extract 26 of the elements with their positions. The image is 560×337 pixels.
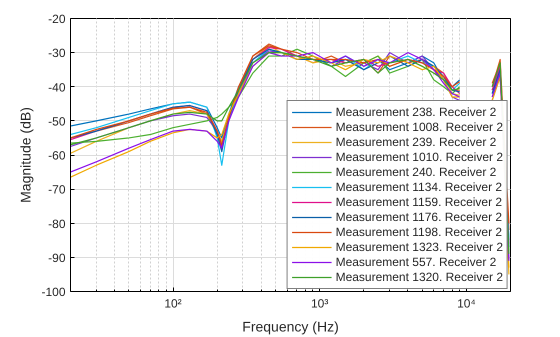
legend-label: Measurement 557. Receiver 2 bbox=[336, 255, 496, 269]
y-tick-label: -40 bbox=[48, 80, 66, 94]
y-tick-label: -50 bbox=[48, 114, 66, 128]
legend-label: Measurement 1323. Receiver 2 bbox=[336, 240, 503, 254]
y-tick-label: -60 bbox=[48, 148, 66, 162]
y-axis-title: Magnitude (dB) bbox=[17, 107, 34, 203]
legend-label: Measurement 239. Receiver 2 bbox=[336, 135, 496, 149]
x-tick-label: 10³ bbox=[311, 296, 328, 310]
y-tick-label: -30 bbox=[48, 46, 66, 60]
legend-label: Measurement 1176. Receiver 2 bbox=[336, 210, 502, 224]
y-tick-label: -70 bbox=[48, 182, 66, 197]
legend-label: Measurement 1010. Receiver 2 bbox=[336, 150, 503, 164]
y-tick-label: -100 bbox=[41, 285, 66, 299]
legend-label: Measurement 238. Receiver 2 bbox=[336, 105, 496, 119]
y-tick-label: -20 bbox=[48, 12, 66, 26]
legend-label: Measurement 1008. Receiver 2 bbox=[336, 120, 503, 134]
legend-label: Measurement 1159. Receiver 2 bbox=[336, 195, 502, 209]
legend-label: Measurement 1198. Receiver 2 bbox=[336, 225, 502, 239]
legend-label: Measurement 1134. Receiver 2 bbox=[336, 180, 502, 194]
x-axis-title: Frequency (Hz) bbox=[242, 318, 339, 334]
y-tick-label: -80 bbox=[48, 216, 66, 231]
legend-label: Measurement 1320. Receiver 2 bbox=[336, 270, 503, 284]
x-tick-label: 10⁴ bbox=[457, 296, 476, 310]
y-tick-label: -90 bbox=[48, 250, 66, 265]
legend-label: Measurement 240. Receiver 2 bbox=[336, 165, 496, 179]
x-tick-label: 10² bbox=[164, 296, 182, 310]
